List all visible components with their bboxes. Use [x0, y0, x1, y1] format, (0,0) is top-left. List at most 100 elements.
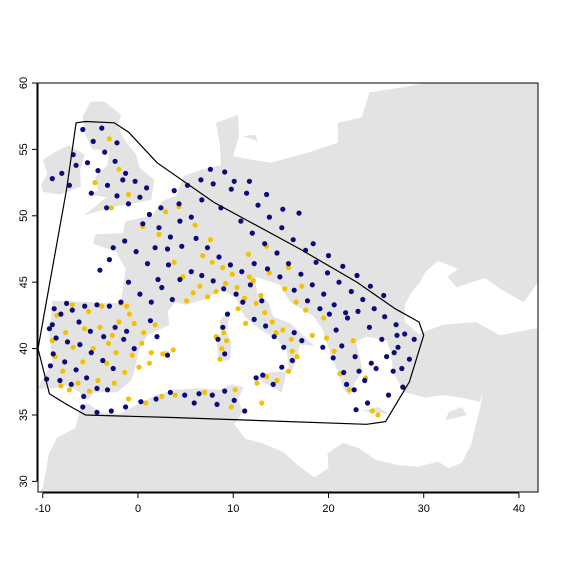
data-point	[362, 378, 367, 383]
data-point	[173, 393, 178, 398]
data-point	[336, 280, 341, 285]
data-point	[344, 382, 349, 387]
data-point	[224, 338, 229, 343]
x-tick-label: 0	[135, 503, 141, 515]
data-point	[286, 261, 291, 266]
data-point	[75, 381, 80, 386]
data-point	[332, 302, 337, 307]
data-point	[279, 225, 284, 230]
data-point	[80, 359, 85, 364]
data-point	[82, 304, 87, 309]
data-point	[88, 329, 93, 334]
data-point	[369, 361, 374, 366]
data-point	[194, 236, 199, 241]
data-point	[87, 389, 92, 394]
data-point	[252, 261, 257, 266]
data-point	[171, 347, 176, 352]
data-point	[255, 203, 260, 208]
data-point	[126, 280, 131, 285]
data-point	[189, 269, 194, 274]
data-point	[121, 337, 126, 342]
data-point	[234, 292, 239, 297]
data-point	[99, 304, 104, 309]
data-point	[355, 309, 360, 314]
data-point	[289, 337, 294, 342]
data-point	[232, 179, 237, 184]
data-point	[352, 387, 357, 392]
data-point	[99, 126, 104, 131]
data-point	[155, 277, 160, 282]
data-point	[89, 191, 94, 196]
data-point	[326, 253, 331, 258]
data-point	[70, 308, 75, 313]
data-point	[248, 282, 253, 287]
data-point	[340, 264, 345, 269]
data-point	[165, 246, 170, 251]
data-point	[67, 387, 72, 392]
data-point	[225, 312, 230, 317]
data-point	[349, 289, 354, 294]
data-point	[154, 334, 159, 339]
data-point	[214, 402, 219, 407]
data-point	[111, 366, 116, 371]
data-point	[77, 342, 82, 347]
data-point	[109, 205, 114, 210]
data-point	[280, 207, 285, 212]
data-point	[343, 310, 348, 315]
data-point	[211, 278, 216, 283]
data-point	[136, 365, 141, 370]
data-point	[132, 321, 137, 326]
data-point	[130, 353, 135, 358]
data-point	[122, 370, 127, 375]
data-point	[172, 188, 177, 193]
data-point	[148, 318, 153, 323]
data-point	[210, 260, 215, 265]
data-point	[105, 387, 110, 392]
data-point	[137, 195, 142, 200]
data-point	[221, 330, 226, 335]
data-point	[105, 183, 110, 188]
data-point	[222, 169, 227, 174]
data-point	[116, 167, 121, 172]
data-point	[299, 284, 304, 289]
data-point	[321, 315, 326, 320]
data-point	[242, 408, 247, 413]
data-point	[64, 301, 69, 306]
data-point	[382, 314, 387, 319]
data-point	[270, 319, 275, 324]
data-point	[229, 404, 234, 409]
data-point	[113, 325, 118, 330]
data-point	[243, 321, 248, 326]
data-point	[230, 272, 235, 277]
data-point	[282, 286, 287, 291]
data-point	[93, 180, 98, 185]
data-point	[154, 396, 159, 401]
data-point	[177, 219, 182, 224]
data-point	[368, 284, 373, 289]
data-point	[47, 326, 52, 331]
data-point	[228, 262, 233, 267]
data-point	[80, 404, 85, 409]
data-point	[274, 250, 279, 255]
data-point	[277, 274, 282, 279]
data-point	[392, 350, 397, 355]
data-point	[113, 159, 118, 164]
data-point	[134, 249, 139, 254]
data-point	[298, 272, 303, 277]
data-point	[58, 312, 63, 317]
data-point	[50, 176, 55, 181]
data-point	[114, 350, 119, 355]
data-point	[71, 345, 76, 350]
data-point	[101, 334, 106, 339]
data-point	[317, 306, 322, 311]
data-point	[356, 369, 361, 374]
data-point	[399, 366, 404, 371]
data-point	[124, 304, 129, 309]
data-point	[334, 327, 339, 332]
data-point	[94, 386, 99, 391]
data-point	[271, 382, 276, 387]
data-point	[395, 345, 400, 350]
data-point	[52, 306, 57, 311]
data-point	[384, 354, 389, 359]
data-point	[153, 322, 158, 327]
